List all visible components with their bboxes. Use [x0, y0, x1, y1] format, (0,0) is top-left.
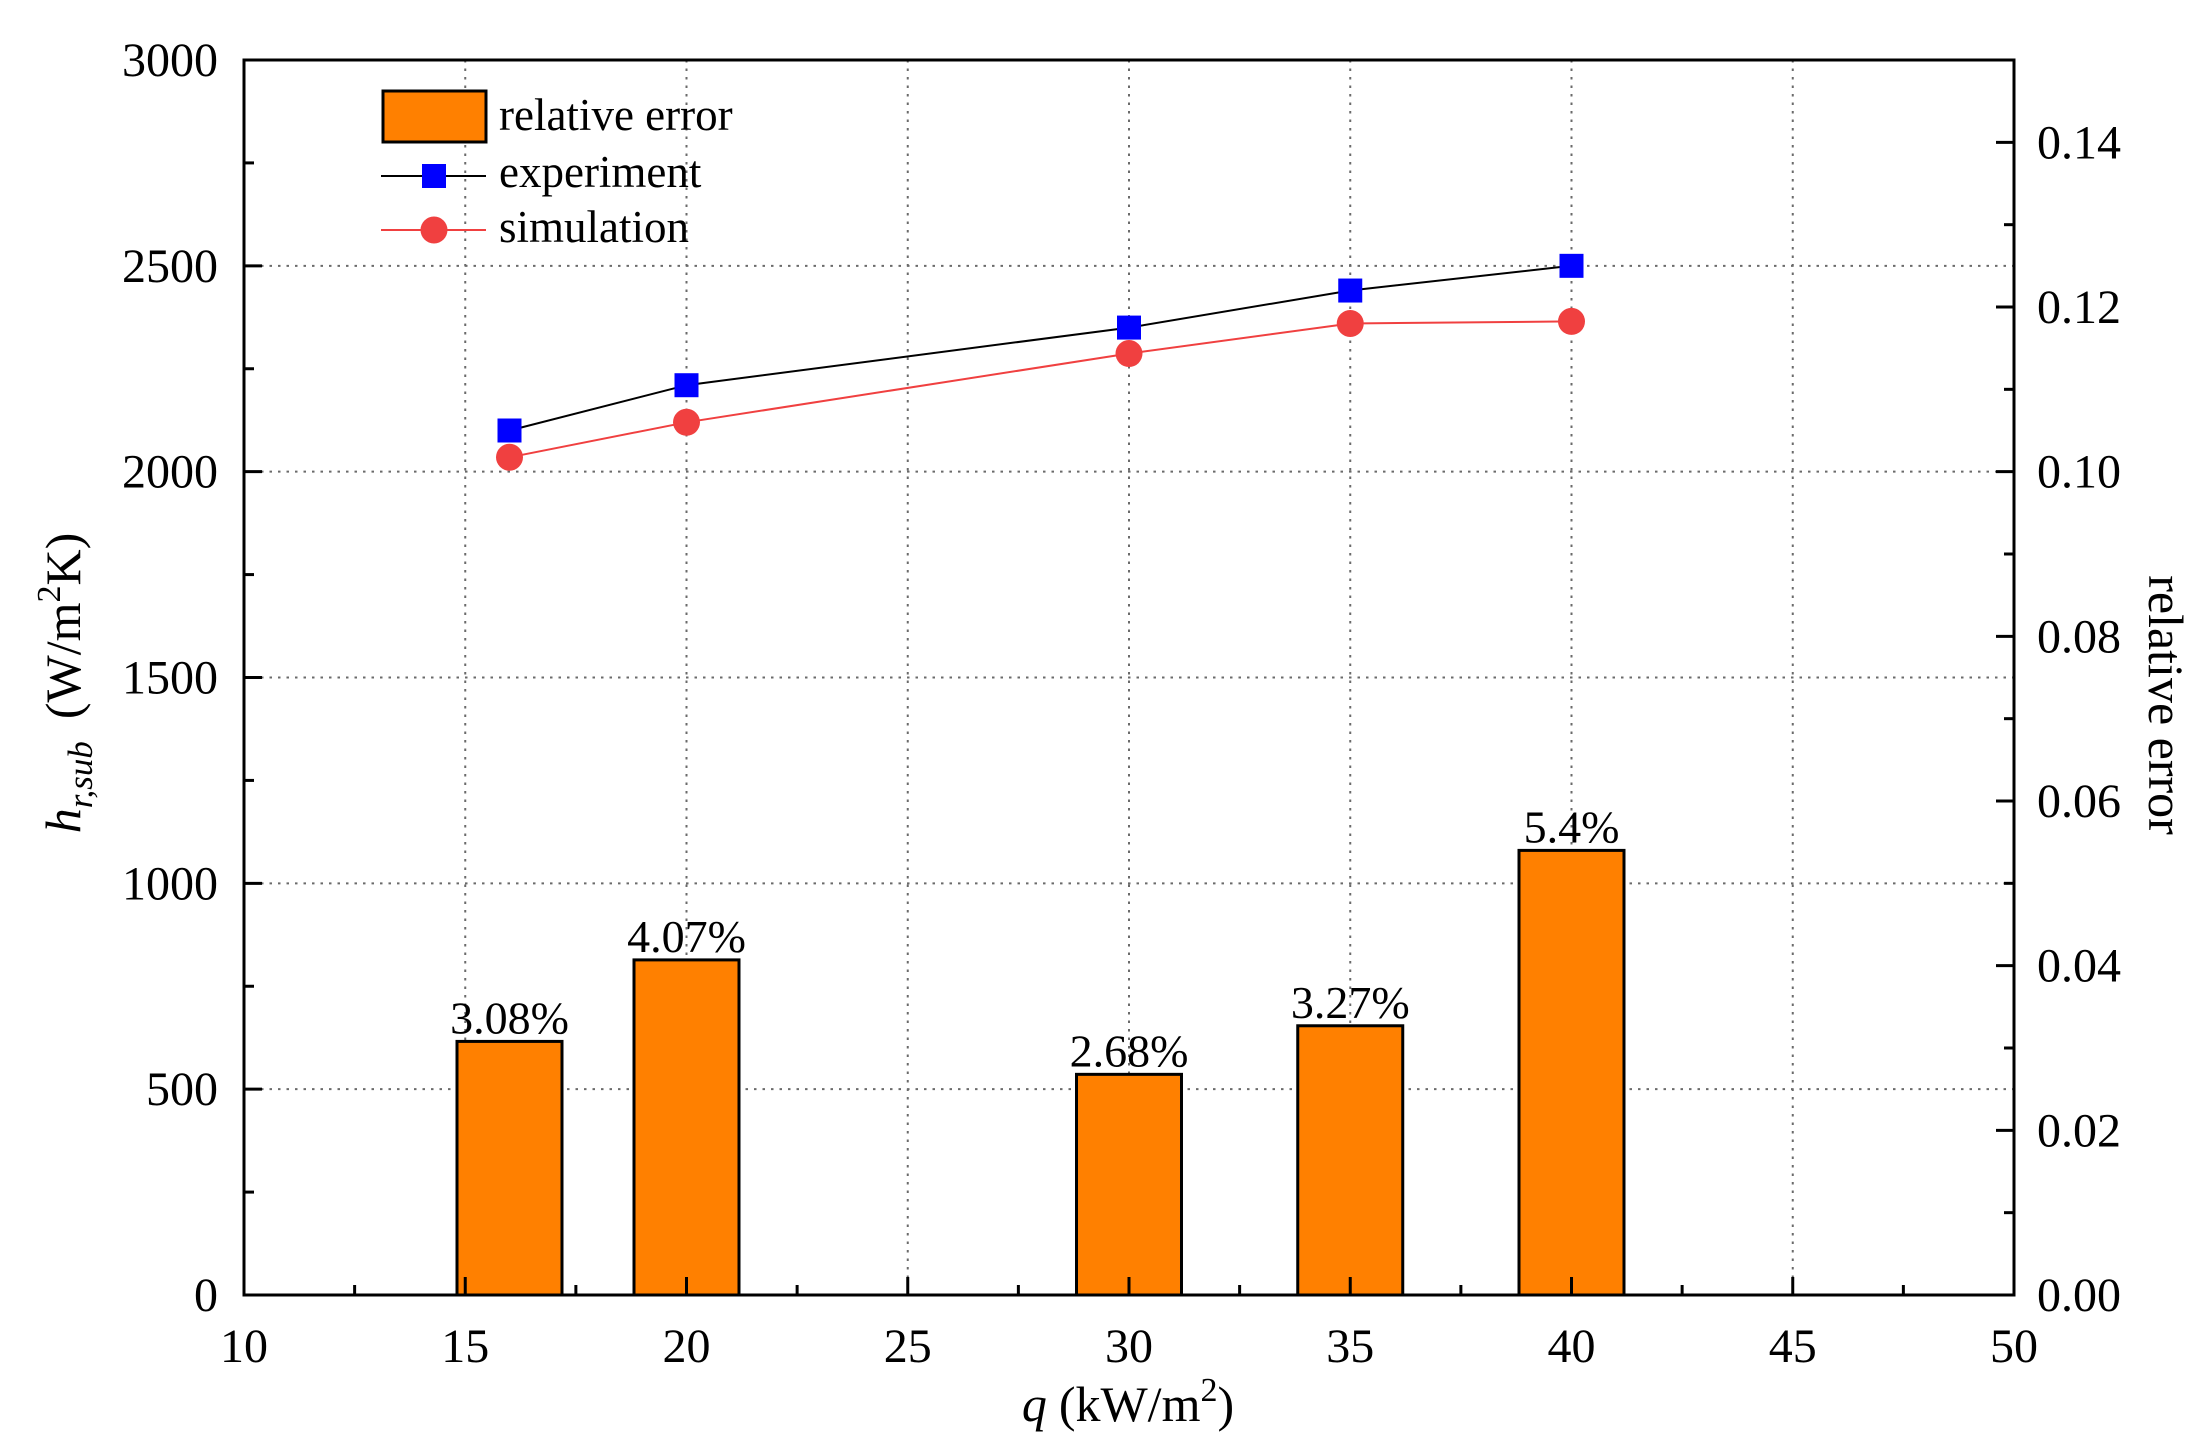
legend: relative error experiment simulation	[381, 89, 733, 252]
legend-swatch-relative-error	[381, 89, 488, 144]
bar-relative-error	[1517, 848, 1626, 1297]
bar-data-label: 4.07%	[627, 911, 746, 962]
x-tick-label: 50	[1990, 1320, 2038, 1373]
legend-label-experiment: experiment	[499, 147, 702, 197]
y-right-tick-label: 0.08	[2037, 610, 2121, 663]
marker-experiment	[497, 418, 522, 443]
x-tick-label: 10	[220, 1320, 268, 1373]
y-axis-left-title-tail: K)	[35, 533, 91, 586]
bar-relative-error	[455, 1039, 564, 1297]
marker-experiment	[1338, 278, 1363, 303]
x-axis-title: q (kW/m2)	[1022, 1372, 1234, 1432]
legend-label-relative-error: relative error	[499, 90, 733, 140]
y-right-tick-label: 0.14	[2037, 116, 2121, 169]
marker-simulation	[496, 443, 523, 471]
y-left-tick-label: 500	[146, 1063, 218, 1116]
y-right-tick-label: 0.06	[2037, 775, 2121, 828]
marker-simulation	[1336, 309, 1364, 337]
x-axis-title-unit: (kW/m	[1059, 1376, 1201, 1432]
bar-data-label: 5.4%	[1524, 801, 1620, 852]
x-axis-title-tail: )	[1217, 1376, 1234, 1432]
y-left-tick-label: 2500	[122, 240, 218, 293]
y-left-tick-label: 3000	[122, 34, 218, 87]
y-right-tick-label: 0.02	[2037, 1104, 2121, 1157]
marker-simulation	[1115, 340, 1143, 368]
y-left-tick-label: 1500	[122, 652, 218, 705]
x-axis-title-variable: q	[1022, 1376, 1047, 1432]
bar-relative-error	[1075, 1072, 1183, 1297]
legend-marker-simulation	[420, 216, 448, 244]
y-axis-left-title-unit: (W/m	[35, 602, 91, 719]
bar-data-label: 3.08%	[450, 992, 569, 1043]
x-tick-label: 25	[884, 1320, 932, 1373]
series-markers	[496, 253, 1585, 471]
axis-tick-labels: 10 15 20 25 30 35 40 45 500500100015002000250030…	[122, 34, 2121, 1373]
legend-label-simulation: simulation	[499, 202, 689, 252]
legend-marker-experiment	[422, 164, 446, 188]
marker-simulation	[673, 408, 700, 436]
axis-ticks	[242, 58, 2016, 1297]
y-right-tick-label: 0.00	[2037, 1269, 2121, 1322]
x-tick-label: 30	[1105, 1320, 1153, 1373]
y-axis-right-title: relative error	[2138, 575, 2191, 835]
y-right-tick-label: 0.12	[2037, 281, 2121, 334]
bar-series	[455, 848, 1626, 1297]
x-tick-label: 20	[663, 1320, 711, 1373]
x-tick-label: 15	[441, 1320, 489, 1373]
x-tick-label: 40	[1548, 1320, 1596, 1373]
bar-data-label: 3.27%	[1291, 977, 1410, 1028]
y-left-tick-label: 2000	[122, 446, 218, 499]
y-axis-left-title-subscript: r,sub	[61, 741, 100, 808]
marker-simulation	[1558, 307, 1585, 335]
y-right-tick-label: 0.04	[2037, 940, 2121, 993]
y-axis-left-title-variable: h	[35, 808, 91, 833]
x-tick-label: 35	[1326, 1320, 1374, 1373]
x-axis-title-superscript: 2	[1200, 1372, 1217, 1409]
y-axis-left-title: hr,sub (W/m2K)	[31, 533, 100, 834]
marker-experiment	[674, 373, 699, 398]
y-axis-left-title-superscript: 2	[31, 586, 68, 603]
y-left-tick-label: 0	[194, 1269, 218, 1322]
bar-relative-error	[632, 958, 741, 1297]
y-right-tick-label: 0.10	[2037, 446, 2121, 499]
y-left-tick-label: 1000	[122, 857, 218, 910]
bar-data-label: 2.68%	[1070, 1025, 1189, 1076]
marker-experiment	[1559, 253, 1584, 278]
x-tick-label: 45	[1769, 1320, 1817, 1373]
bar-relative-error	[1296, 1024, 1405, 1297]
bar-data-labels: 3.08% 4.07% 2.68% 3.27% 5.4%	[450, 801, 1619, 1076]
marker-experiment	[1117, 315, 1141, 340]
